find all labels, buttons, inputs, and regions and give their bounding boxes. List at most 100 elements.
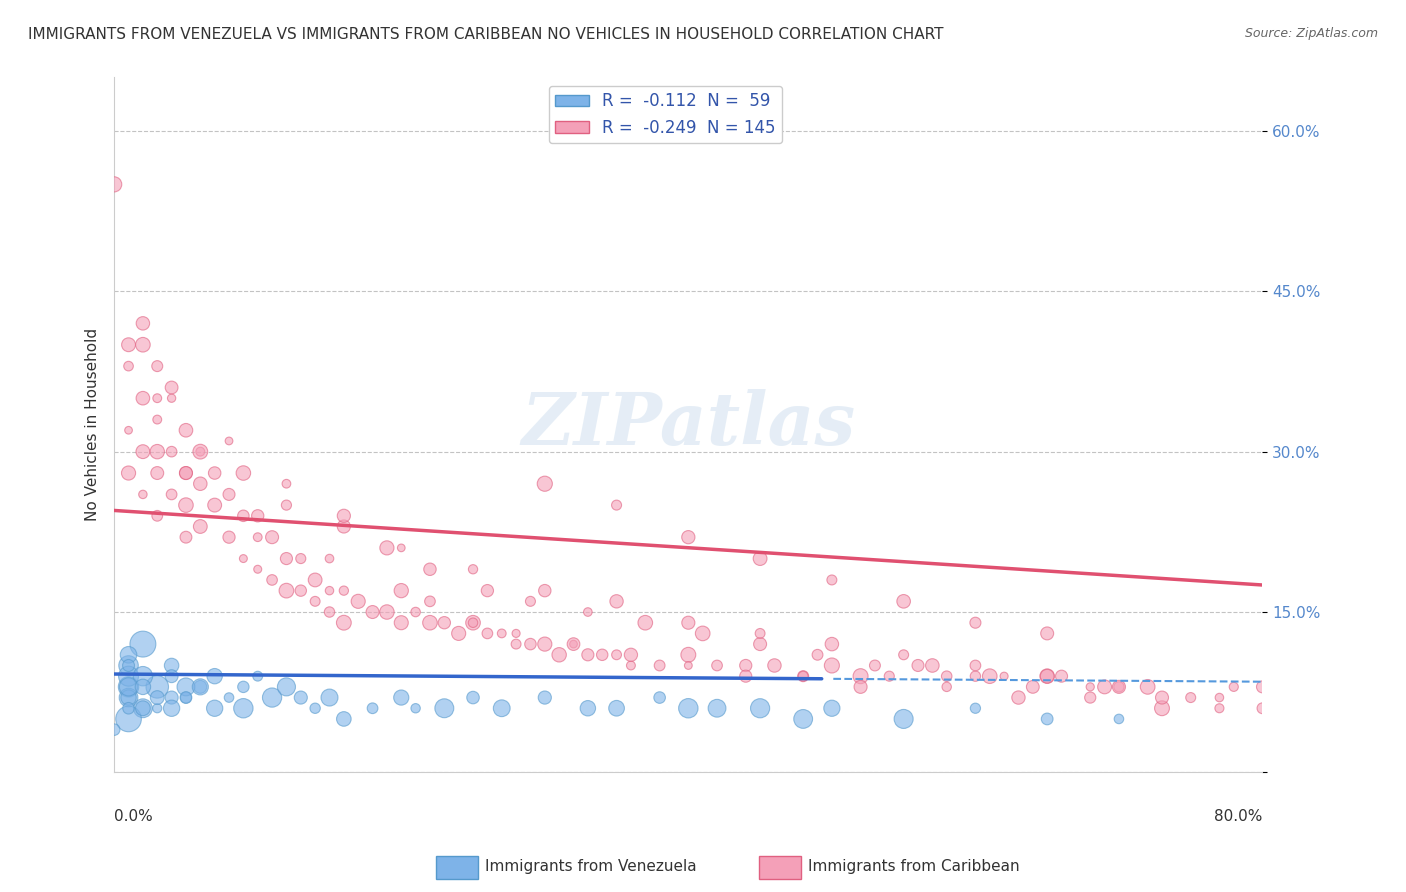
- Point: [706, 658, 728, 673]
- Point: [749, 626, 772, 640]
- Point: [1180, 690, 1202, 705]
- Point: [1265, 690, 1288, 705]
- Point: [160, 669, 183, 683]
- Point: [232, 466, 254, 480]
- Point: [792, 712, 814, 726]
- Point: [1251, 701, 1274, 715]
- Point: [160, 391, 183, 405]
- Point: [519, 594, 541, 608]
- Point: [204, 466, 226, 480]
- Point: [749, 637, 772, 651]
- Point: [262, 573, 284, 587]
- Point: [678, 530, 700, 544]
- Point: [576, 701, 599, 715]
- Point: [117, 701, 139, 715]
- Point: [218, 530, 240, 544]
- Point: [419, 562, 441, 576]
- Point: [276, 551, 298, 566]
- Point: [863, 658, 886, 673]
- Point: [620, 658, 643, 673]
- Text: Source: ZipAtlas.com: Source: ZipAtlas.com: [1244, 27, 1378, 40]
- Point: [877, 669, 900, 683]
- Point: [188, 444, 211, 458]
- Point: [375, 541, 398, 555]
- Point: [333, 508, 356, 523]
- Y-axis label: No Vehicles in Household: No Vehicles in Household: [86, 328, 100, 522]
- Point: [505, 637, 527, 651]
- Point: [849, 680, 872, 694]
- Point: [117, 680, 139, 694]
- Point: [174, 423, 197, 437]
- Point: [576, 605, 599, 619]
- Point: [188, 680, 211, 694]
- Point: [491, 701, 513, 715]
- Point: [132, 701, 155, 715]
- Point: [821, 658, 844, 673]
- Point: [304, 573, 326, 587]
- Point: [749, 551, 772, 566]
- Point: [218, 487, 240, 501]
- Point: [1223, 680, 1246, 694]
- Point: [533, 476, 555, 491]
- Point: [204, 498, 226, 512]
- Text: ZIPatlas: ZIPatlas: [522, 390, 855, 460]
- Point: [232, 508, 254, 523]
- Point: [806, 648, 828, 662]
- Point: [1251, 680, 1274, 694]
- Point: [606, 648, 628, 662]
- Point: [678, 701, 700, 715]
- Point: [734, 658, 756, 673]
- Point: [290, 690, 312, 705]
- Point: [174, 466, 197, 480]
- Point: [678, 648, 700, 662]
- Point: [103, 723, 125, 737]
- Point: [276, 680, 298, 694]
- Point: [692, 626, 714, 640]
- Point: [117, 680, 139, 694]
- Point: [117, 669, 139, 683]
- Point: [276, 583, 298, 598]
- Point: [606, 701, 628, 715]
- Point: [246, 562, 269, 576]
- Point: [792, 669, 814, 683]
- Point: [318, 551, 340, 566]
- Point: [849, 669, 872, 683]
- Text: 80.0%: 80.0%: [1215, 809, 1263, 824]
- Point: [333, 615, 356, 630]
- Point: [117, 337, 139, 351]
- Point: [634, 615, 657, 630]
- Point: [262, 690, 284, 705]
- Point: [1094, 680, 1116, 694]
- Point: [1036, 712, 1059, 726]
- Point: [117, 690, 139, 705]
- Point: [1022, 680, 1045, 694]
- Point: [132, 701, 155, 715]
- Point: [821, 573, 844, 587]
- Point: [1108, 680, 1130, 694]
- Point: [461, 615, 484, 630]
- Point: [117, 466, 139, 480]
- Point: [477, 626, 499, 640]
- Point: [146, 680, 169, 694]
- Point: [749, 701, 772, 715]
- Point: [117, 423, 139, 437]
- Point: [893, 594, 915, 608]
- Point: [146, 701, 169, 715]
- Point: [461, 562, 484, 576]
- Point: [375, 605, 398, 619]
- Point: [318, 583, 340, 598]
- Point: [792, 669, 814, 683]
- Point: [304, 701, 326, 715]
- Point: [117, 359, 139, 373]
- Point: [347, 594, 370, 608]
- Point: [232, 701, 254, 715]
- Point: [965, 669, 987, 683]
- Point: [533, 583, 555, 598]
- Point: [706, 701, 728, 715]
- Point: [146, 359, 169, 373]
- Text: IMMIGRANTS FROM VENEZUELA VS IMMIGRANTS FROM CARIBBEAN NO VEHICLES IN HOUSEHOLD : IMMIGRANTS FROM VENEZUELA VS IMMIGRANTS …: [28, 27, 943, 42]
- Point: [333, 519, 356, 533]
- Point: [146, 444, 169, 458]
- Point: [318, 690, 340, 705]
- Point: [979, 669, 1001, 683]
